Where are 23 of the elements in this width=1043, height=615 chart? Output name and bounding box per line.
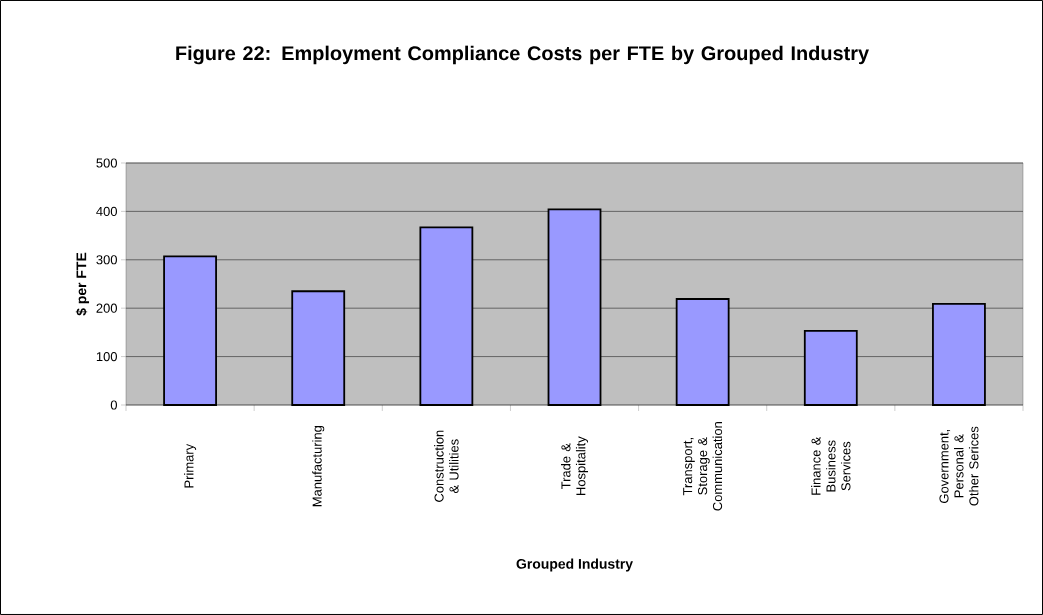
y-tick-label: 500 bbox=[96, 158, 117, 168]
chart-title: Figure 22: Employment Compliance Costs per FTE by Grouped Industry bbox=[176, 45, 869, 65]
x-tick-label: Trade & Hospitality bbox=[560, 436, 589, 495]
bar bbox=[803, 330, 858, 406]
y-tick-label: 400 bbox=[96, 206, 117, 216]
x-tick-label: Transport, Storage & Communication bbox=[683, 422, 723, 511]
y-tick-label: 300 bbox=[96, 255, 117, 265]
x-tick-label: Primary bbox=[184, 443, 197, 488]
x-tick-label: Finance & Business Services bbox=[811, 436, 851, 495]
y-tick-label: 100 bbox=[96, 352, 117, 362]
bar bbox=[419, 226, 474, 406]
bar bbox=[932, 302, 986, 406]
x-tick-label: Government, Personal & Other Serices bbox=[939, 426, 979, 506]
y-tick-label: 0 bbox=[110, 400, 117, 410]
bar bbox=[547, 208, 602, 406]
bar bbox=[675, 298, 730, 406]
y-axis-title: $ per FTE bbox=[75, 252, 90, 316]
y-tick-label: 200 bbox=[96, 303, 117, 313]
bar bbox=[291, 290, 346, 406]
x-axis-title: Grouped Industry bbox=[516, 558, 633, 572]
bar bbox=[163, 255, 217, 406]
x-tick-label: Construction & Utilities bbox=[434, 430, 459, 502]
x-tick-label: Manufacturing bbox=[312, 425, 325, 507]
